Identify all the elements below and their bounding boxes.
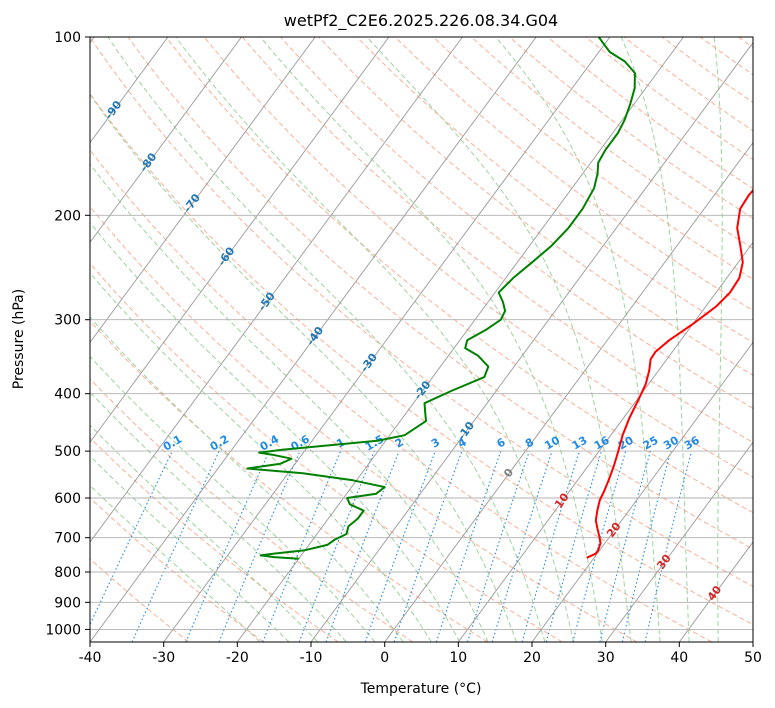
y-tick-label: 700 [54, 531, 81, 547]
y-tick-label: 100 [54, 30, 81, 46]
dry-adiabat-line [90, 92, 753, 626]
mixing-ratio-line [545, 450, 603, 642]
dry-adiabat-line [127, 37, 753, 550]
dry-adiabat-line [90, 149, 712, 642]
y-tick-label: 500 [54, 444, 81, 460]
mixing-ratio-line [572, 450, 627, 642]
isotherm-line [531, 341, 753, 642]
x-tick-label: 0 [380, 650, 389, 666]
dry-adiabat-line [90, 37, 753, 587]
moist-adiabat-line [90, 391, 347, 642]
y-tick-label: 400 [54, 387, 81, 403]
moist-adiabat-line [90, 455, 290, 642]
mixing-ratio-line [435, 450, 502, 642]
y-axis-label: Pressure (hPa) [11, 289, 27, 389]
x-tick-label: 20 [523, 650, 541, 666]
moist-adiabat-line [713, 37, 723, 642]
dry-adiabat-line [90, 205, 638, 642]
x-tick-label: 50 [744, 650, 762, 666]
isotherm-line [90, 37, 537, 642]
moist-adiabat-line [90, 316, 404, 642]
x-tick-label: 40 [670, 650, 688, 666]
dry-adiabat-line [90, 497, 264, 642]
mixing-ratio-line [185, 450, 270, 642]
isotherm-line [384, 141, 753, 642]
isotherm-line [310, 41, 753, 642]
mixing-ratio-line [599, 450, 651, 642]
background-lines [90, 37, 753, 642]
x-tick-label: 10 [449, 650, 467, 666]
moist-adiabat-line [90, 484, 261, 642]
moist-adiabat-line [366, 37, 632, 642]
moist-adiabat-line [495, 37, 661, 642]
x-tick-label: 30 [597, 650, 615, 666]
dry-adiabat-line [280, 37, 753, 410]
y-tick-label: 900 [54, 595, 81, 611]
dry-adiabat-line [242, 37, 753, 443]
moist-adiabat-line [90, 355, 376, 642]
y-tick-label: 300 [54, 313, 81, 329]
dry-adiabat-line [394, 37, 753, 312]
y-tick-label: 200 [54, 208, 81, 224]
dewpoint-line [246, 37, 636, 560]
moist-adiabat-line [90, 272, 432, 642]
isotherm-line [90, 37, 242, 244]
x-tick-label: -30 [152, 650, 175, 666]
dry-adiabat-line [547, 37, 753, 190]
grid-lines [90, 37, 753, 642]
chart-title: wetPf2_C2E6.2025.226.08.34.G04 [284, 11, 558, 31]
temperature-line [586, 188, 753, 559]
isotherm-line [90, 37, 463, 543]
moist-adiabat-line [260, 37, 603, 642]
x-tick-label: -20 [226, 650, 249, 666]
isotherm-line [90, 37, 169, 144]
dry-adiabat-line [318, 37, 753, 376]
plot-frame [89, 36, 754, 643]
mixing-ratio-line [298, 450, 375, 642]
mixing-ratio-line [218, 450, 301, 642]
mixing-ratio-line [262, 450, 342, 642]
moist-adiabat-line [175, 37, 575, 642]
isotherm-line [457, 241, 753, 642]
dry-adiabat-line [356, 37, 753, 344]
dry-adiabat-line [471, 37, 753, 250]
isotherm-line [605, 441, 753, 642]
dry-adiabat-line [165, 37, 753, 514]
mixing-ratio-line [491, 450, 553, 642]
isotherm-line [90, 37, 390, 444]
y-tick-label: 800 [54, 565, 81, 581]
isotherm-line [163, 37, 611, 642]
mixing-ratio-line [521, 450, 580, 642]
y-tick-label: 1000 [45, 622, 81, 638]
x-axis-label: Temperature (°C) [360, 681, 482, 697]
moist-adiabat-line [90, 424, 319, 642]
y-axis: 100 200 300 400 500 600 700 800 900 1000 [45, 30, 90, 638]
mixing-ratio-line [325, 450, 400, 642]
x-axis: -40 -30 -20 -10 0 10 20 30 40 50 [79, 642, 762, 666]
moist-adiabat-line [107, 37, 546, 642]
moist-adiabat-line [620, 37, 690, 642]
mixing-ratio-line [364, 450, 436, 642]
isotherm-line [236, 37, 684, 642]
mixing-ratio-line [621, 450, 672, 642]
x-tick-label: -40 [79, 650, 102, 666]
moist-adiabat-line [90, 221, 461, 642]
mixing-ratio-line [466, 450, 530, 642]
dry-adiabat-line [90, 262, 563, 642]
series-lines [246, 37, 753, 560]
y-tick-label: 600 [54, 491, 81, 507]
isotherm-line [90, 37, 316, 344]
x-tick-label: -10 [300, 650, 323, 666]
